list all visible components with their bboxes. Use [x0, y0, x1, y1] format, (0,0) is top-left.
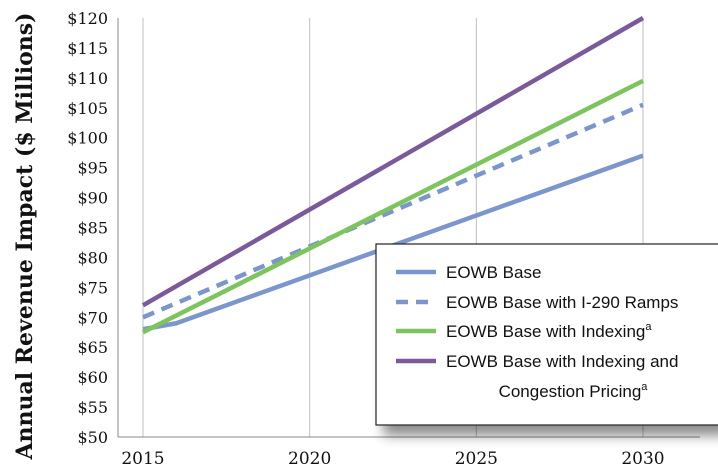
y-tick-label: $85	[77, 219, 108, 238]
series-line-eowb-base-with-i-290-ramps	[142, 102, 644, 320]
series-lines	[141, 16, 645, 335]
y-tick-label: $80	[77, 248, 108, 267]
x-tick-label: 2025	[455, 449, 498, 469]
x-tick-label: 2015	[121, 449, 164, 469]
legend-label: EOWB Base with I-290 Ramps	[446, 293, 678, 312]
series-line-eowb-base-with-indexing	[141, 78, 645, 335]
legend: EOWB Base EOWB Base with I-290 Ramps EOWB …	[375, 243, 718, 426]
y-tick-label: $60	[77, 368, 108, 387]
y-tick-label: $75	[77, 278, 108, 297]
y-axis-label: Annual Revenue Impact ($ Millions)	[12, 12, 38, 460]
legend-label: EOWB Base	[446, 263, 541, 282]
y-tick-label: $105	[67, 99, 108, 118]
x-tick-label: 2020	[288, 449, 331, 469]
y-tick-label: $95	[77, 159, 108, 178]
series-line-eowb-base-with-indexing-and-congestion-pricing	[141, 16, 645, 308]
y-tick-label: $120	[67, 9, 108, 28]
y-tick-label: $100	[67, 129, 108, 148]
x-tick-labels: 2015 2020 2025 2030	[121, 449, 664, 469]
y-tick-label: $115	[67, 39, 108, 58]
y-tick-label: $65	[77, 338, 108, 357]
legend-label: EOWB Base with Indexinga	[446, 321, 652, 341]
legend-label: Congestion Pricinga	[499, 381, 649, 401]
y-tick-label: $55	[77, 398, 108, 417]
axes	[117, 18, 700, 438]
y-tick-label: $90	[77, 189, 108, 208]
y-tick-labels: $50 $55 $60 $65 $70 $75 $80 $85 $90 $95 $100 $105 $1…	[67, 9, 108, 447]
y-tick-label: $50	[77, 428, 108, 447]
y-tick-label: $70	[77, 308, 108, 327]
y-tick-label: $110	[67, 69, 108, 88]
x-tick-label: 2030	[621, 449, 664, 469]
legend-label: EOWB Base with Indexing and	[446, 352, 678, 371]
